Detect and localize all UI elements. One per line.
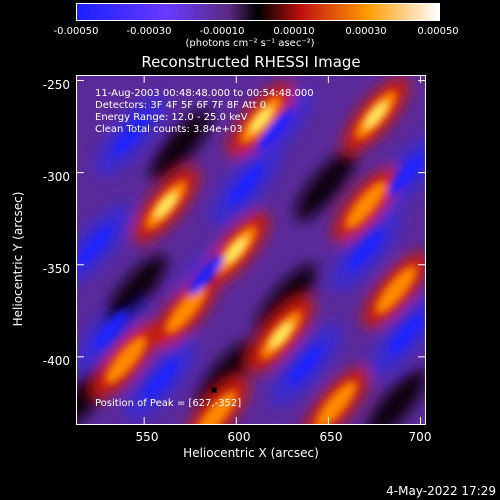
negative-core — [388, 154, 424, 196]
colorbar — [76, 3, 440, 21]
x-tick-label: 650 — [319, 430, 343, 444]
colorbar-tick: 0.00050 — [417, 26, 459, 37]
x-tick-label: 700 — [408, 430, 432, 444]
peak-marker — [211, 387, 217, 393]
timestamp: 4-May-2022 17:29 — [386, 484, 496, 498]
colorbar-tick: 0.00010 — [273, 26, 315, 37]
negative-core — [93, 309, 129, 351]
dark-fringe — [295, 149, 357, 221]
info-energy-range: Energy Range: 12.0 - 25.0 keV — [95, 112, 248, 123]
colorbar-unit: (photons cm⁻² s⁻¹ asec⁻²) — [185, 38, 315, 49]
dark-fringe — [365, 369, 426, 425]
info-total-counts: Clean Total counts: 3.84e+03 — [95, 124, 243, 135]
colorbar-tick: 0.00030 — [345, 26, 387, 37]
y-axis-label: Heliocentric Y (arcsec) — [11, 191, 25, 327]
info-detectors: Detectors: 3F 4F 5F 6F 7F 8F Att 0 — [95, 100, 267, 111]
x-tick-label: 600 — [227, 430, 251, 444]
negative-core — [188, 254, 224, 296]
dark-fringe — [105, 254, 167, 326]
x-axis-label: Heliocentric X (arcsec) — [183, 446, 319, 460]
heatmap-cores — [78, 91, 424, 425]
negative-core — [228, 164, 264, 206]
positive-core — [105, 336, 147, 384]
negative-core — [113, 114, 149, 156]
bright-core — [155, 192, 177, 218]
dark-fringe — [195, 339, 257, 411]
positive-core — [345, 181, 387, 229]
y-tick-label: -400 — [42, 354, 70, 368]
heatmap-plot — [76, 75, 426, 425]
dark-fringe — [150, 109, 212, 181]
bright-core — [270, 322, 292, 348]
positive-core — [315, 381, 357, 425]
negative-core — [348, 229, 384, 271]
negative-core — [78, 224, 114, 266]
positive-core — [195, 391, 237, 425]
colorbar-tick: -0.00050 — [53, 26, 99, 37]
negative-core — [388, 314, 424, 356]
bright-core — [250, 107, 272, 133]
x-tick-label: 550 — [135, 430, 159, 444]
colorbar-tick: -0.00030 — [126, 26, 172, 37]
dark-fringe — [255, 264, 317, 336]
negative-core — [288, 344, 324, 386]
plot-frame — [76, 75, 426, 425]
colorbar-tick: -0.00010 — [199, 26, 245, 37]
positive-core — [165, 286, 207, 334]
chart-title: Reconstructed RHESSI Image — [141, 53, 361, 71]
bright-core — [225, 237, 247, 263]
y-tick-label: -250 — [42, 78, 70, 92]
y-tick-label: -350 — [42, 262, 70, 276]
info-time-range: 11-Aug-2003 00:48:48.000 to 00:54:48.000 — [95, 88, 314, 99]
colorbar-gradient — [77, 4, 439, 20]
positive-core — [375, 266, 417, 314]
axis-ticks — [76, 75, 426, 425]
negative-core — [258, 109, 294, 151]
y-tick-label: -300 — [42, 170, 70, 184]
bright-core — [365, 102, 387, 128]
negative-core — [143, 359, 179, 401]
peak-position-label: Position of Peak = [627,-352] — [95, 398, 242, 409]
